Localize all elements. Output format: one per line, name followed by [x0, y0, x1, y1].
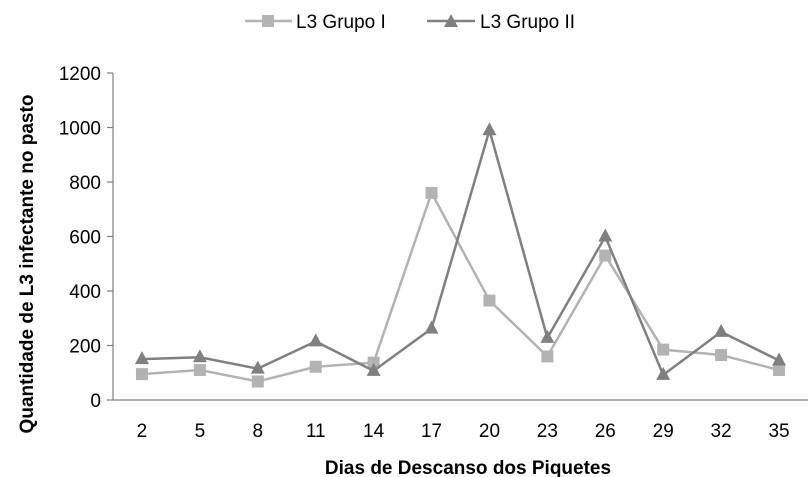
series-1-point [599, 249, 612, 262]
series-2-point [772, 352, 787, 366]
series-1-point [251, 375, 264, 388]
series-1-point [773, 364, 786, 377]
legend-marker-series-1 [262, 15, 274, 27]
series-1-point [309, 360, 322, 373]
series-2-point [308, 333, 323, 347]
legend-marker-series-2 [444, 14, 458, 27]
series-1-point [541, 350, 554, 363]
series-1-line [141, 191, 780, 383]
series-1-point [367, 356, 380, 369]
series-1-point [425, 186, 438, 199]
series-2-point [424, 320, 439, 334]
legend-label-series-2: L3 Grupo II [480, 12, 575, 33]
x-tick-label: 20 [479, 421, 500, 442]
x-tick-label: 32 [711, 421, 732, 442]
y-tick-label: 1000 [59, 119, 101, 140]
series-2-point [598, 228, 613, 242]
x-tick-label: 29 [653, 421, 674, 442]
x-tick-label: 8 [253, 421, 264, 442]
y-tick-label: 400 [69, 282, 101, 303]
x-tick-label: 2 [137, 421, 148, 442]
y-tick-label: 600 [69, 228, 101, 249]
legend-label-series-1: L3 Grupo I [296, 12, 386, 33]
x-tick-label: 23 [537, 421, 558, 442]
x-axis-title: Dias de Descanso dos Piquetes [325, 458, 611, 477]
series-2-point [134, 351, 149, 365]
y-tick-label: 1200 [59, 64, 101, 85]
series-1-point [483, 294, 496, 307]
series-1-point [193, 364, 206, 377]
y-tick-label: 0 [90, 391, 101, 412]
x-tick-label: 14 [363, 421, 385, 442]
x-tick-label: 17 [421, 421, 442, 442]
x-tick-label: 5 [195, 421, 206, 442]
x-tick-label: 35 [768, 421, 789, 442]
series-layer [134, 122, 787, 388]
legend: L3 Grupo I L3 Grupo II [245, 12, 575, 33]
x-axis: 2 5 8 11 14 17 20 23 26 29 32 35 [113, 399, 808, 442]
series-1-point [657, 343, 670, 356]
y-axis-title: Quantidade de L3 infectante no pasto [17, 95, 38, 434]
series-2-point [540, 329, 555, 343]
series-2-point [192, 349, 207, 363]
x-tick-label: 26 [595, 421, 616, 442]
series-1-point [135, 368, 148, 381]
series-2-line [141, 128, 780, 377]
series-2-point [482, 122, 497, 136]
series-2-point [714, 323, 729, 337]
y-axis: 0 200 400 600 800 1000 1200 [59, 64, 114, 412]
series-2-point [250, 360, 265, 374]
series-2 [134, 122, 787, 380]
y-tick-label: 200 [69, 337, 101, 358]
series-1-point [715, 349, 728, 362]
series-2-point [366, 362, 381, 376]
y-tick-label: 800 [69, 173, 101, 194]
series-2-point [656, 366, 671, 380]
series-1 [135, 186, 786, 388]
x-tick-label: 11 [306, 421, 326, 442]
